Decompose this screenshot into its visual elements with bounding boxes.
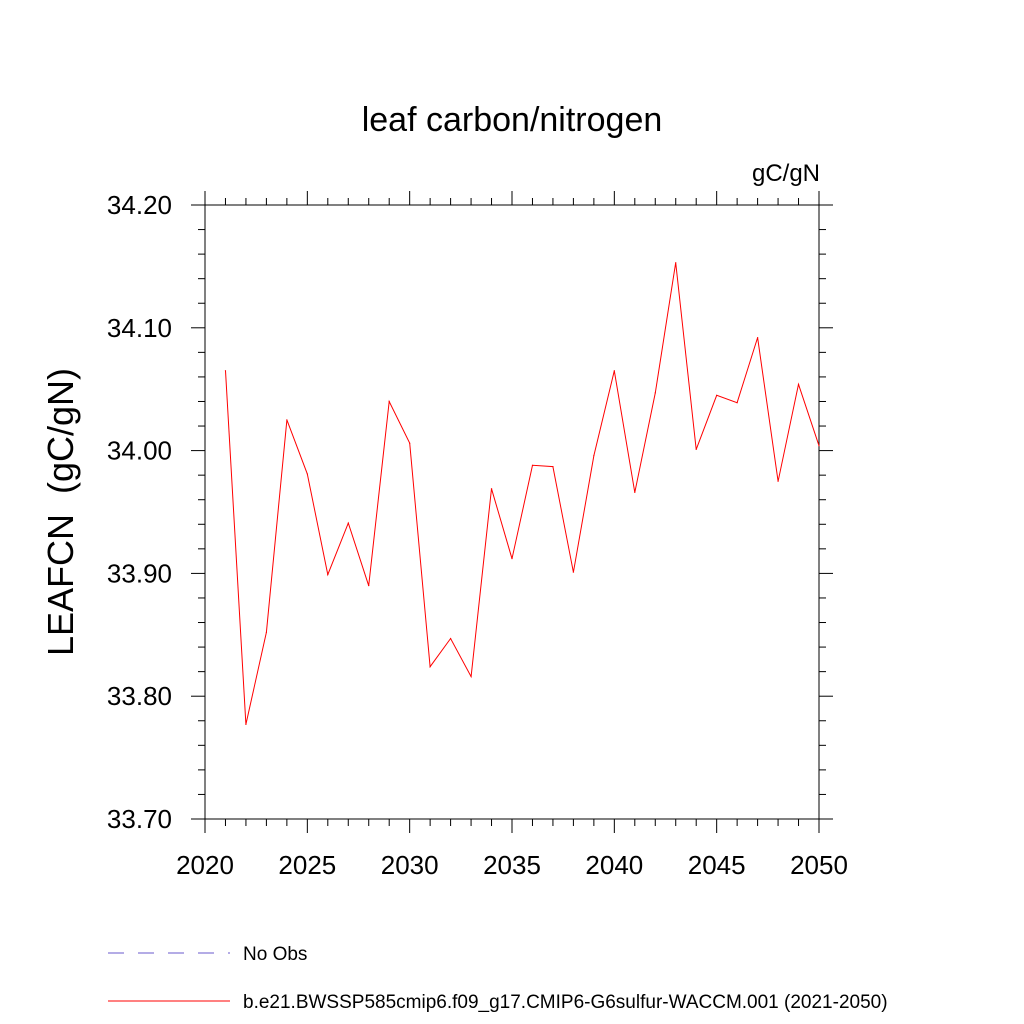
y-tick-label: 34.20 [107,190,172,220]
data-point [429,666,431,668]
data-point [490,488,493,490]
data-point [675,262,677,264]
x-tick-label: 2045 [688,850,746,880]
x-tick-label: 2020 [176,850,234,880]
data-point [736,402,738,404]
y-tick-label: 34.10 [107,313,172,343]
data-point [368,585,370,587]
x-tick-label: 2025 [278,850,336,880]
data-point [286,419,288,421]
units-label: gC/gN [752,160,820,187]
y-tick-labels: 33.70 33.80 33.90 34.00 34.10 34.20 [107,190,172,834]
data-point [470,675,472,678]
plot-frame [204,204,820,820]
x-tick-label: 2040 [585,850,643,880]
data-point [306,473,308,475]
x-tick-label: 2030 [381,850,439,880]
data-point [552,465,554,468]
legend-label: b.e21.BWSSP585cmip6.f09_g17.CMIP6-G6sulf… [243,992,888,1013]
data-point [654,392,656,394]
data-point [634,491,636,493]
data-point [265,631,267,633]
x-tick-label: 2050 [790,850,848,880]
data-point [777,480,779,482]
legend: No Obs b.e21.BWSSP585cmip6.f09_g17.CMIP6-… [108,944,888,1013]
series-line [225,262,820,725]
data-point [388,400,390,403]
data-point [797,383,800,385]
x-tick-label: 2035 [483,850,541,880]
data-point [224,370,227,372]
y-tick-label: 33.80 [107,681,172,711]
data-point [695,448,697,450]
data-point [531,464,534,466]
data-point [757,337,759,339]
x-tick-labels: 2020 2025 2030 2035 2040 2045 2050 [176,850,848,880]
data-point [409,442,411,444]
y-axis-label: LEAFCN (gC/gN) [40,368,81,656]
data-point [327,574,329,576]
y-tick-label: 33.70 [107,804,172,834]
series-layer [224,262,820,726]
data-point [245,723,247,726]
legend-label: No Obs [243,944,307,965]
data-point [511,558,513,560]
data-point [450,637,452,640]
data-point [613,370,615,372]
data-point [716,394,718,396]
y-tick-label: 33.90 [107,558,172,588]
y-tick-label: 34.00 [107,436,172,466]
chart-title: leaf carbon/nitrogen [362,101,663,139]
data-point [593,454,595,457]
data-point [818,445,820,447]
axis-ticks [191,191,833,833]
data-point [347,522,349,524]
data-point [572,571,575,573]
